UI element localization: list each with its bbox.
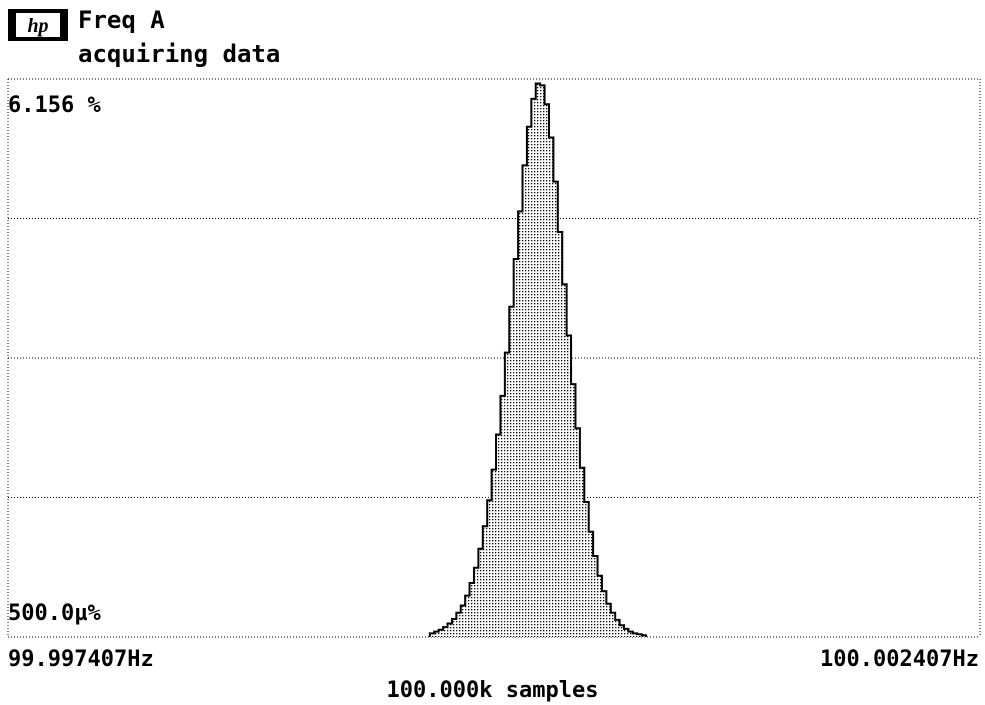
histogram-bar [531, 98, 536, 638]
histogram-bar [438, 629, 444, 637]
histogram-bar [588, 531, 594, 637]
histogram-bar [597, 575, 602, 637]
histogram-bar [632, 633, 638, 637]
y-min-label: 500.0µ% [8, 601, 101, 626]
histogram-bar [522, 165, 527, 637]
histogram-bar [619, 625, 625, 637]
histogram-bar [562, 284, 567, 637]
histogram-bar [456, 612, 461, 637]
histogram-bar [451, 619, 457, 637]
histogram-bar [496, 434, 501, 637]
histogram-bar [544, 104, 549, 638]
histogram-bar [513, 259, 519, 637]
histogram-bar [540, 85, 545, 638]
histogram-bar [606, 603, 611, 637]
histogram-bar [447, 623, 452, 637]
histogram-outline [428, 82, 648, 637]
measurement-title: Freq A [78, 6, 165, 34]
hp-logo: hp [8, 9, 68, 41]
histogram-bar [465, 595, 470, 637]
x-min-label: 99.997407Hz [8, 647, 154, 672]
histogram-bar [473, 567, 479, 637]
acquisition-status: acquiring data [78, 40, 281, 68]
histogram-bar [429, 633, 435, 637]
hp-logo-text: hp [27, 15, 48, 37]
histogram-bar [615, 619, 620, 637]
histogram-bar [509, 306, 514, 637]
histogram-bar [443, 627, 448, 637]
histogram-bar [624, 628, 629, 637]
histogram-bar [593, 556, 598, 637]
histogram-bar [478, 548, 483, 637]
histogram-bar [500, 395, 505, 637]
histogram-bar [526, 126, 532, 638]
y-max-label: 6.156 % [8, 93, 101, 118]
plot-grid [7, 78, 981, 638]
histogram-bar [637, 634, 642, 637]
histogram-bars [429, 83, 647, 638]
histogram-bar [482, 526, 488, 637]
histogram-bar [571, 384, 576, 637]
histogram-bar [535, 83, 541, 638]
histogram-bar [469, 583, 474, 637]
histogram-bar [434, 631, 439, 637]
histogram-bar [575, 428, 580, 637]
histogram-bar [549, 137, 554, 638]
histogram-bar [566, 335, 572, 637]
histogram-bar [518, 211, 523, 637]
histogram-bar [601, 591, 607, 637]
histogram-bar [579, 467, 585, 637]
histogram-bar [504, 352, 510, 637]
histogram-bar [487, 500, 492, 637]
sample-count-label: 100.000k samples [386, 678, 599, 703]
histogram-bar [610, 612, 616, 637]
histogram-bar [553, 181, 558, 637]
histogram-bar [584, 502, 589, 637]
histogram-bar [491, 469, 497, 637]
histogram-bar [460, 605, 466, 637]
histogram-bar [628, 631, 633, 637]
histogram-bar [557, 232, 563, 637]
x-max-label: 100.002407Hz [820, 647, 979, 672]
